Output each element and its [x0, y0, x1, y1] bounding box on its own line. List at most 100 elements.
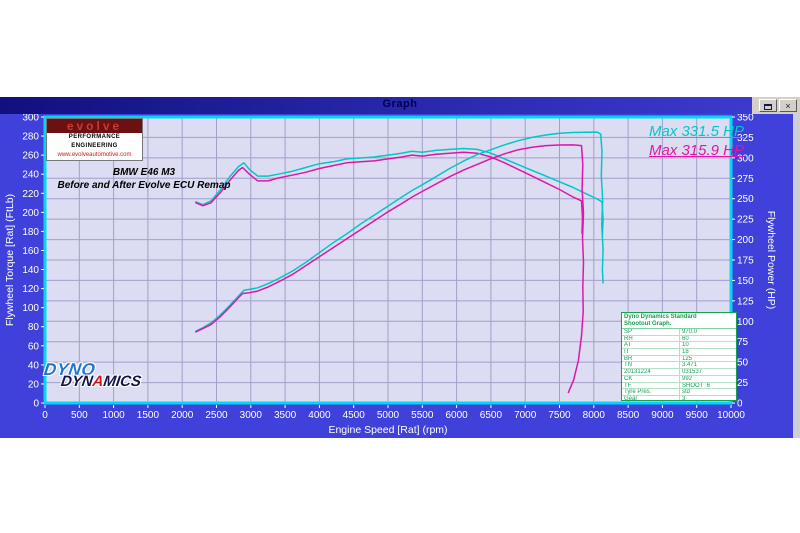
y-right-tick-label: 350 — [737, 114, 754, 124]
table-cell-value: 18 — [679, 349, 736, 355]
x-tick-label: 7500 — [548, 410, 571, 421]
x-tick-label: 1500 — [137, 410, 160, 421]
x-tick-label: 6000 — [445, 410, 468, 421]
legend-max-power-after: Max 331.5 HP — [648, 123, 744, 140]
x-tick-label: 10000 — [717, 410, 745, 421]
table-cell-value: 3.471 — [679, 362, 736, 369]
y-left-tick-label: 0 — [33, 399, 39, 410]
y-right-axis-title: Flywheel Power (HP) — [765, 211, 777, 310]
y-left-axis-title: Flywheel Torque [Rat] (FtLb) — [4, 194, 16, 326]
table-cell-value: 031537 — [679, 369, 736, 375]
y-left-tick-label: 220 — [22, 189, 39, 200]
table-cell-value: 10 — [679, 342, 736, 349]
x-tick-label: 500 — [71, 410, 88, 421]
table-cell-label: 20131224 — [624, 369, 651, 375]
restore-button[interactable] — [759, 99, 777, 112]
table-cell-label: Tyre Pres. — [624, 389, 652, 395]
table-row: TF SHOOT_6 — [622, 382, 736, 390]
x-tick-label: 9500 — [686, 410, 709, 421]
table-cell-value: 3 — [679, 395, 736, 400]
x-tick-label: 5000 — [377, 410, 400, 421]
table-row: Tyre Pres. std — [622, 389, 736, 396]
evolve-logo: evolve PERFORMANCE ENGINEERING www.evolv… — [46, 118, 143, 161]
y-left-tick-label: 280 — [22, 132, 39, 143]
y-left-tick-label: 120 — [22, 284, 39, 295]
y-right-tick-label: 25 — [737, 378, 749, 389]
info-table-header-line2: Shootout Graph. — [624, 320, 672, 327]
info-table-header-line1: Dyno Dynamics Standard — [624, 314, 697, 320]
y-right-tick-label: 225 — [737, 215, 754, 226]
chart-legend: Max 331.5 HP Max 315.9 HP — [649, 122, 744, 160]
window-buttons: × — [752, 97, 800, 114]
table-row: IT 18 — [622, 349, 736, 356]
x-tick-label: 9000 — [651, 410, 674, 421]
curve-after-torque — [195, 147, 604, 236]
y-left-tick-label: 160 — [22, 246, 39, 257]
y-right-tick-label: 50 — [737, 358, 749, 369]
x-tick-label: 3500 — [274, 410, 297, 421]
y-left-tick-label: 60 — [28, 341, 40, 352]
window-title: Graph — [382, 98, 418, 110]
x-tick-label: 6500 — [480, 410, 503, 421]
table-cell-label: Gear — [624, 395, 638, 401]
x-tick-label: 1000 — [102, 410, 125, 421]
y-left-tick-label: 80 — [28, 322, 40, 333]
vehicle-line2: Before and After Evolve ECU Remap — [57, 180, 231, 191]
table-cell-value: 60 — [679, 335, 736, 342]
y-right-tick-label: 300 — [737, 153, 754, 164]
y-right-tick-label: 0 — [737, 399, 743, 410]
dyno-logo-word2-post: MICS — [102, 373, 143, 390]
table-cell-value: std — [679, 389, 736, 395]
close-button[interactable]: × — [779, 99, 797, 112]
y-left-tick-label: 260 — [22, 151, 39, 162]
x-tick-label: 8500 — [617, 410, 640, 421]
x-tick-label: 3000 — [240, 410, 263, 421]
table-row: TN 3.471 — [622, 362, 736, 370]
dyno-logo-word2: DYNAMICS — [60, 373, 165, 390]
table-row: Gear 3 — [622, 395, 736, 401]
y-left-tick-label: 300 — [22, 114, 39, 124]
y-right-tick-label: 275 — [737, 174, 754, 185]
y-left-tick-label: 100 — [22, 303, 39, 314]
table-row: RH 60 — [622, 335, 736, 343]
table-row: 20131224 031537 — [622, 369, 736, 376]
x-tick-label: 8000 — [583, 410, 606, 421]
table-row: CK 992 — [622, 375, 736, 383]
table-row: AT 10 — [622, 342, 736, 350]
y-left-tick-label: 20 — [28, 379, 40, 390]
run-info-table: Dyno Dynamics Standard Shootout Graph. S… — [621, 312, 737, 401]
info-table-header: Dyno Dynamics Standard Shootout Graph. — [622, 313, 736, 329]
restore-icon — [764, 103, 772, 110]
table-cell-value: 992 — [679, 375, 736, 382]
x-tick-label: 2500 — [205, 410, 228, 421]
y-right-tick-label: 175 — [737, 256, 754, 267]
y-left-tick-label: 140 — [22, 265, 39, 276]
window-right-strip — [793, 114, 800, 438]
table-cell-label: TN — [624, 362, 632, 369]
plot-border — [43, 115, 733, 405]
x-tick-label: 4500 — [343, 410, 366, 421]
y-right-tick-label: 250 — [737, 194, 754, 205]
dyno-dynamics-logo: DYNO DYNAMICS — [43, 360, 165, 390]
x-tick-label: 5500 — [411, 410, 434, 421]
y-left-tick-label: 180 — [22, 227, 39, 238]
table-cell-label: TF — [624, 382, 632, 389]
y-right-tick-label: 325 — [737, 133, 754, 144]
y-right-tick-label: 75 — [737, 337, 749, 348]
info-table-rows: SP 970.0 RH 60 AT 10 IT 18 BR 125 TN 3.471 20131224 0… — [622, 329, 736, 401]
table-cell-label: BR — [624, 355, 633, 362]
curve-before-torque — [195, 151, 584, 235]
table-row: SP 970.0 — [622, 329, 736, 336]
curve-after-power — [195, 131, 604, 332]
y-left-tick-label: 40 — [28, 360, 40, 371]
x-tick-label: 0 — [42, 410, 48, 421]
vehicle-line1: BMW E46 M3 — [112, 167, 176, 178]
window-titlebar[interactable]: Graph × — [0, 97, 800, 114]
vehicle-annotation: BMW E46 M3 Before and After Evolve ECU R… — [55, 166, 233, 192]
table-cell-label: IT — [624, 349, 630, 355]
curve-before-power — [195, 144, 585, 394]
table-cell-label: RH — [624, 335, 633, 342]
x-tick-label: 4000 — [308, 410, 331, 421]
y-left-tick-label: 240 — [22, 170, 39, 181]
